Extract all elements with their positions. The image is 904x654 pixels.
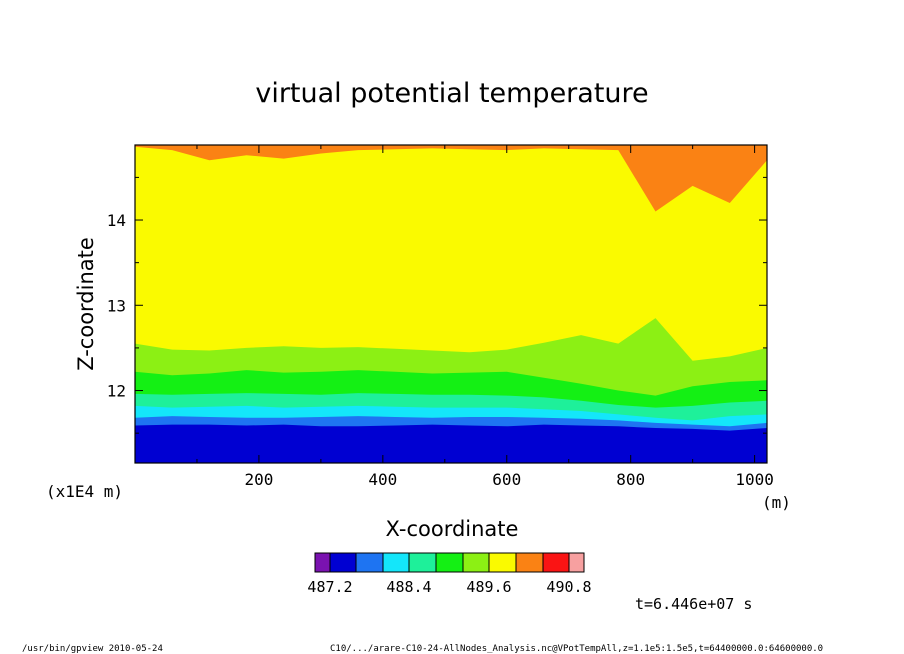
plot-frame	[134, 144, 768, 464]
colorbar-tick-label: 489.6	[466, 578, 511, 596]
colorbar-tick-label: 488.4	[386, 578, 431, 596]
contour-band-7	[135, 145, 767, 361]
colorbar-swatch	[542, 552, 570, 573]
x-tick-label: 1000	[735, 470, 774, 489]
time-label: t=6.446e+07 s	[635, 595, 752, 613]
x-tick-label: 800	[616, 470, 645, 489]
colorbar-swatch	[329, 552, 357, 573]
y-axis-label: Z-coordinate	[74, 237, 98, 371]
y-tick-label: 12	[107, 382, 126, 401]
colorbar-swatch	[355, 552, 384, 573]
colorbar-swatch	[435, 552, 464, 573]
x-tick-label: 600	[492, 470, 521, 489]
colorbar-swatch	[462, 552, 490, 573]
colorbar-labels: 487.2 488.4 489.6 490.8	[307, 578, 591, 596]
plot-area	[135, 145, 767, 463]
x-axis-label: X-coordinate	[386, 517, 519, 541]
contour-band-8	[135, 145, 767, 212]
colorbar-swatch	[314, 552, 331, 573]
footer-left: /usr/bin/gpview 2010-05-24	[22, 644, 163, 654]
colorbar-tick-label: 490.8	[546, 578, 591, 596]
colorbar	[314, 552, 585, 573]
colorbar-tick-label: 487.2	[307, 578, 352, 596]
x-tick-label: 400	[368, 470, 397, 489]
colorbar-swatch	[408, 552, 437, 573]
x-axis: 200 400 600 800 1000	[196, 145, 774, 489]
x-tick-label: 200	[244, 470, 273, 489]
x-axis-unit: (m)	[762, 493, 791, 512]
y-axis-unit: (x1E4 m)	[46, 482, 123, 501]
colorbar-swatch	[515, 552, 544, 573]
colorbar-swatch	[382, 552, 410, 573]
colorbar-swatch	[488, 552, 517, 573]
y-tick-label: 14	[107, 211, 126, 230]
chart-title: virtual potential temperature	[255, 78, 648, 109]
footer-right: C10/.../arare-C10-24-AllNodes_Analysis.n…	[330, 644, 823, 654]
y-tick-label: 13	[107, 296, 126, 315]
colorbar-swatch	[568, 552, 585, 573]
y-axis: 12 13 14	[107, 176, 767, 434]
